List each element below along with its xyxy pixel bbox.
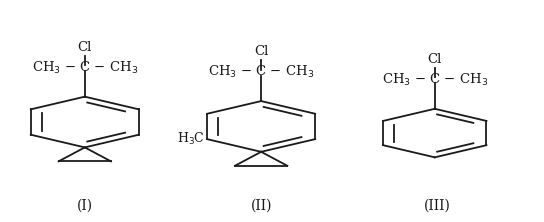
Text: CH$_3$ $-$ C $-$ CH$_3$: CH$_3$ $-$ C $-$ CH$_3$ [32,60,138,76]
Text: (III): (III) [424,198,451,212]
Text: CH$_3$ $-$ C $-$ CH$_3$: CH$_3$ $-$ C $-$ CH$_3$ [382,72,488,88]
Text: CH$_3$ $-$ C $-$ CH$_3$: CH$_3$ $-$ C $-$ CH$_3$ [208,64,314,80]
Text: (I): (I) [77,198,93,212]
Text: Cl: Cl [254,45,268,58]
Text: H$_3$C: H$_3$C [177,131,205,147]
Text: Cl: Cl [428,53,442,66]
Text: (II): (II) [250,198,272,212]
Text: Cl: Cl [78,41,92,54]
